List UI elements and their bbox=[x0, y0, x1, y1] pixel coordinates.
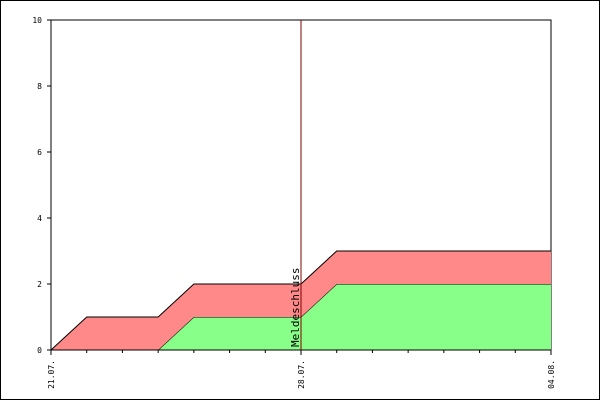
deadline-marker-label: Meldeschluss bbox=[289, 268, 302, 347]
y-tick-label: 2 bbox=[37, 280, 42, 289]
y-tick-label: 8 bbox=[37, 82, 42, 91]
y-tick-label: 0 bbox=[37, 346, 42, 355]
y-tick-label: 6 bbox=[37, 148, 42, 157]
series-2-line bbox=[50, 250, 551, 351]
x-tick-label: 04.08. bbox=[547, 360, 556, 389]
y-tick-label: 4 bbox=[37, 214, 42, 223]
x-tick-label: 28.07. bbox=[297, 360, 306, 389]
y-tick-label: 10 bbox=[32, 16, 42, 25]
x-tick-label: 21.07. bbox=[47, 360, 56, 389]
